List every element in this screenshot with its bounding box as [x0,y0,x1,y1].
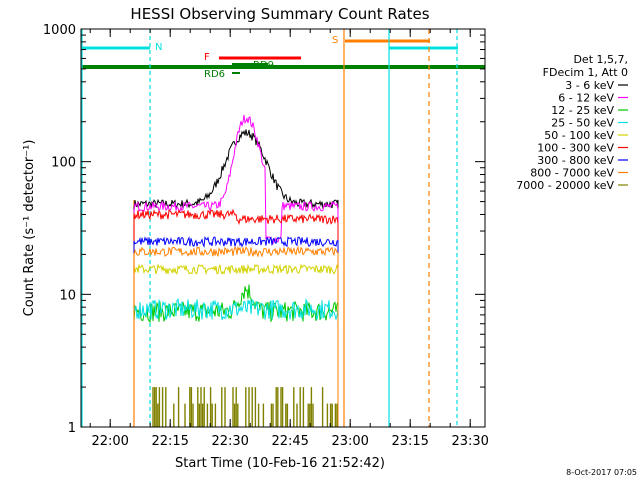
timestamp: 8-Oct-2017 07:05 [566,468,637,477]
y-tick-label: 1 [68,421,76,436]
data-series [133,114,339,427]
annotation-label-n: N [155,42,162,53]
y-tick-label: 10 [59,288,76,303]
series-1-line [133,114,339,427]
observing-intervals: N S F RD9 RD6 [81,29,485,427]
legend-label: 300 - 800 keV [537,154,614,167]
legend-label: 3 - 6 keV [565,79,614,92]
series-3-line [133,298,339,427]
x-tick-label: 23:30 [451,434,488,449]
annotation-label-s: S [332,35,338,46]
x-tick-label: 22:00 [91,434,128,449]
series-5-line [133,208,339,427]
y-tick-label: 100 [51,156,76,171]
y-axis-label: Count Rate (s⁻¹ detector⁻¹) [22,140,37,317]
plot-frame [80,28,486,428]
legend-label: 800 - 7000 keV [530,167,614,180]
series-6-line [133,235,339,427]
x-tick-label: 22:30 [211,434,248,449]
legend-header: Det 1,5,7, [573,53,628,66]
x-tick-label: 23:00 [331,434,368,449]
y-tick-label: 1000 [43,23,76,38]
annotation-label-rd9: RD9 [253,60,274,71]
legend-label: 50 - 100 keV [544,129,614,142]
annotation-label-rd6: RD6 [204,69,225,80]
chart-title: HESSI Observing Summary Count Rates [130,5,429,23]
annotation-label-f: F [204,52,210,63]
legend-label: 12 - 25 keV [551,104,614,117]
legend-label: 100 - 300 keV [537,142,614,155]
series-7-line [133,245,339,427]
y-axis: 1 10 100 1000 [43,23,485,436]
legend-label: 6 - 12 keV [558,92,614,105]
legend-label: 25 - 50 keV [551,117,614,130]
x-tick-label: 22:15 [151,434,188,449]
legend-header: FDecim 1, Att 0 [543,66,628,79]
x-tick-label: 22:45 [271,434,308,449]
x-axis: 22:00 22:15 22:30 22:45 23:00 23:15 23:30 [89,29,489,449]
series-4-line [133,263,339,427]
x-tick-label: 23:15 [391,434,428,449]
legend-label: 7000 - 20000 keV [516,179,614,192]
x-axis-label: Start Time (10-Feb-16 21:52:42) [175,456,385,471]
